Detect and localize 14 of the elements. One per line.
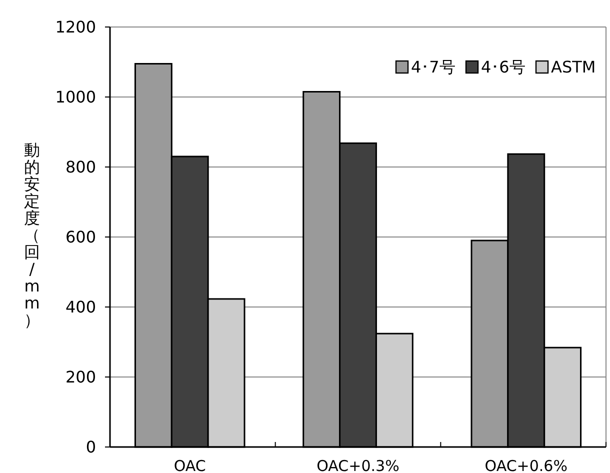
y-tick-label: 200	[65, 368, 96, 387]
legend-label: 4･6号	[481, 58, 526, 77]
x-tick-label: OAC	[174, 457, 206, 473]
y-axis-title: 動的安定度（回/mm）	[24, 140, 40, 330]
x-tick-label: OAC+0.3%	[316, 457, 400, 473]
y-tick-label: 0	[86, 438, 96, 457]
y-tick-label: 1000	[55, 88, 96, 107]
y-tick-label: 400	[65, 298, 96, 317]
y-tick-label: 1200	[55, 18, 96, 37]
x-tick-label: OAC+0.6%	[484, 457, 568, 473]
y-tick-label: 800	[65, 158, 96, 177]
y-tick-label: 600	[65, 228, 96, 247]
legend-label: 4･7号	[411, 58, 456, 77]
legend-label: ASTM	[551, 58, 596, 77]
